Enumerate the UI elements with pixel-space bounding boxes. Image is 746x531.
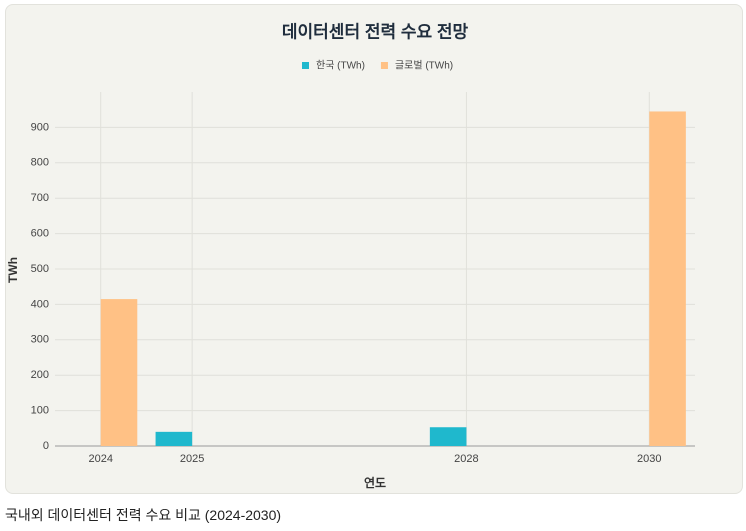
x-tick-label: 2030 <box>637 453 661 465</box>
legend-label: 한국 (TWh) <box>316 60 365 72</box>
y-tick-label: 900 <box>31 121 49 133</box>
legend-swatch <box>380 62 388 69</box>
y-tick-label: 100 <box>31 405 49 417</box>
x-tick-label: 2028 <box>454 453 478 465</box>
bar <box>100 299 138 446</box>
y-tick-label: 700 <box>31 192 49 204</box>
y-tick-label: 0 <box>43 440 49 452</box>
y-tick-label: 600 <box>31 228 49 240</box>
y-tick-label: 500 <box>31 263 49 275</box>
caption: 국내외 데이터센터 전력 수요 비교 (2024-2030) <box>5 507 282 523</box>
bar <box>649 111 686 446</box>
chart-title: 데이터센터 전력 수요 전망 <box>282 22 469 41</box>
y-tick-label: 400 <box>31 298 49 310</box>
bar <box>429 427 467 446</box>
legend-label: 글로벌 (TWh) <box>395 60 453 72</box>
y-axis-title: TWh <box>6 257 20 283</box>
x-tick-label: 2025 <box>180 453 204 465</box>
y-tick-label: 800 <box>31 157 49 169</box>
x-tick-label: 2024 <box>88 453 112 465</box>
y-tick-label: 200 <box>31 369 49 381</box>
bar <box>155 431 193 446</box>
x-axis-title: 연도 <box>364 475 386 490</box>
chart: 데이터센터 전력 수요 전망 연도 TWh 0 100 200 300 400 500 60… <box>6 22 695 490</box>
legend-swatch <box>302 62 309 69</box>
y-tick-label: 300 <box>31 334 49 346</box>
